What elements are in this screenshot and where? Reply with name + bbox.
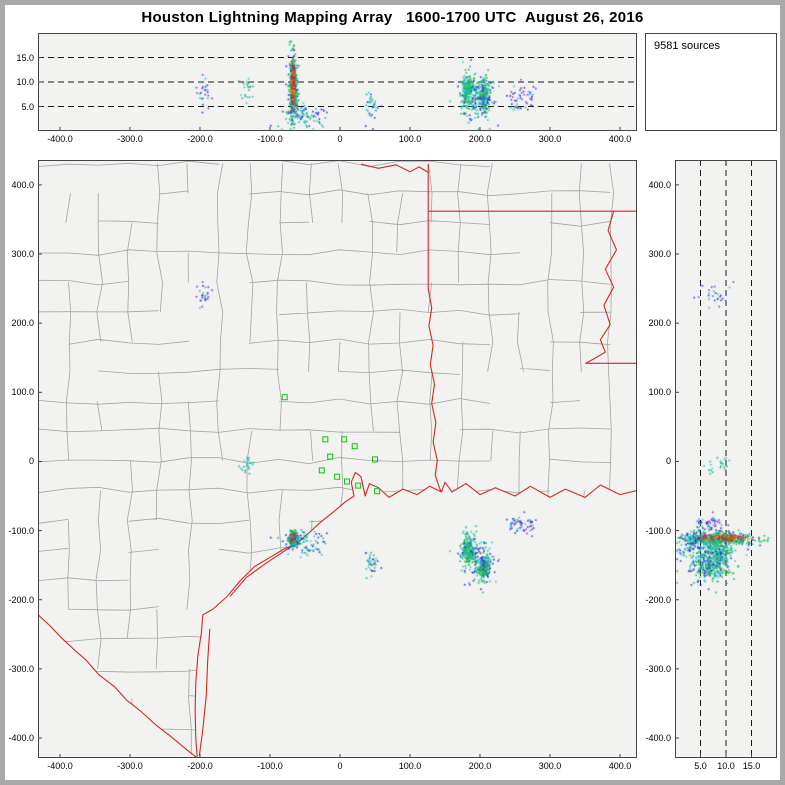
axis-tick-label: 400.0 [608,761,632,771]
axis-tick-label: 0 [28,456,34,467]
axis-tick-label: -400.0 [645,733,671,743]
axis-tick-label: 0 [665,456,671,467]
axis-tick-label: -200.0 [187,761,213,771]
axis-tick-label: 100.0 [398,761,422,771]
axis-tick-label: 100.0 [398,134,422,144]
axis-tick-label: 300.0 [11,249,34,260]
axis-tick-label: 15.0 [16,52,34,63]
axis-tick-label: -200.0 [645,594,671,605]
axis-tick-label: 400.0 [608,134,632,144]
axis-tick-label: 400.0 [11,179,34,190]
sources-count-panel: 9581 sources [645,33,777,131]
axis-tick-label: -300.0 [8,663,34,674]
axis-tick-label: -300.0 [117,761,143,771]
ns-altitude-panel [675,160,777,758]
axis-tick-label: 400.0 [648,179,671,190]
axis-tick-label: -200.0 [187,134,213,144]
axis-tick-label: 15.0 [742,761,761,771]
axis-tick-label: 200.0 [11,318,34,329]
axis-tick-label: 0 [337,134,343,144]
axis-tick-label: -100.0 [645,525,671,536]
axis-tick-label: 300.0 [538,761,562,771]
axis-tick-label: 200.0 [468,761,492,771]
axis-tick-label: 5.0 [694,761,707,771]
axis-tick-label: 100.0 [648,387,671,398]
axis-tick-label: 300.0 [538,134,562,144]
axis-tick-label: -300.0 [117,134,143,144]
axis-tick-label: 200.0 [648,318,671,329]
axis-tick-label: 5.0 [21,101,34,112]
axis-tick-label: 200.0 [468,134,492,144]
map-graphics [38,160,637,758]
axis-tick-label: -400.0 [8,733,34,743]
axis-tick-label: 0 [337,761,343,771]
ns-altitude-graphics [675,160,777,758]
plan-view-map-panel [38,160,637,758]
axis-tick-label: 100.0 [11,387,34,398]
axis-tick-label: -100.0 [257,761,283,771]
sources-count: 9581 sources [654,40,721,52]
axis-tick-label: -400.0 [47,134,73,144]
axis-tick-label: 300.0 [648,249,671,260]
page-title: Houston Lightning Mapping Array 1600-170… [141,9,644,26]
axis-tick-label: -200.0 [8,594,34,605]
axis-tick-label: 10.0 [717,761,735,771]
ew-altitude-graphics [38,33,637,131]
ew-altitude-panel [38,33,637,131]
axis-tick-label: -100.0 [8,525,34,536]
axis-tick-label: -400.0 [47,761,73,771]
axis-tick-label: -300.0 [645,663,671,674]
axis-tick-label: -100.0 [257,134,283,144]
axis-tick-label: 10.0 [16,77,34,87]
